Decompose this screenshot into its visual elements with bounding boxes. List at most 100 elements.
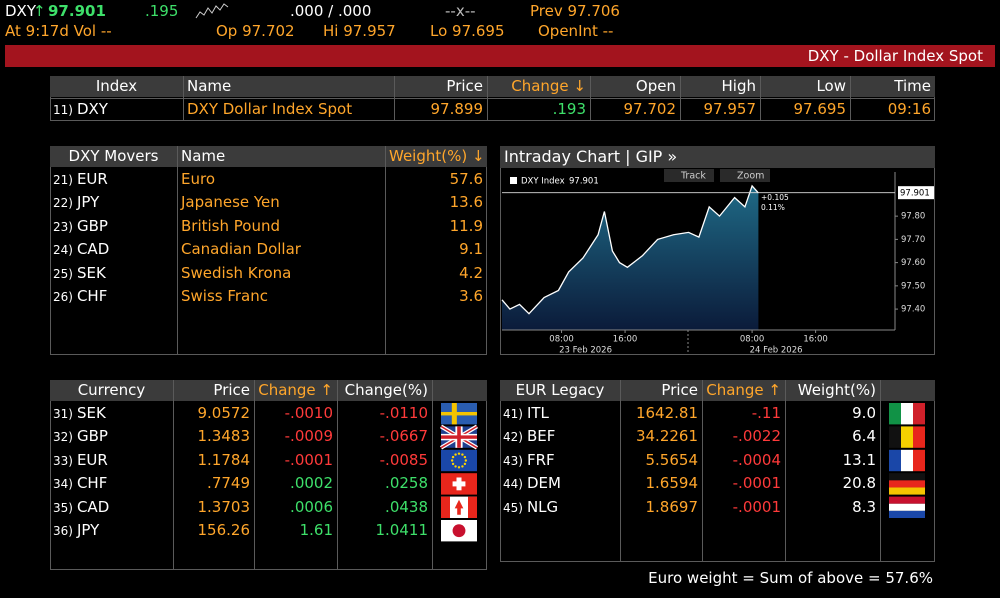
table-cell: 6.4 (852, 427, 876, 446)
column-header[interactable]: Name (187, 77, 232, 95)
table-cell: Euro (181, 170, 215, 188)
row-label[interactable]: 11) DXY (50, 98, 183, 121)
row-label[interactable]: 43) FRF (500, 449, 620, 472)
column-header[interactable]: Price (661, 381, 698, 399)
row-label[interactable]: 21) EUR (50, 168, 177, 191)
column-header[interactable]: High (721, 77, 756, 95)
column-divider (620, 380, 621, 562)
table-cell: Swiss Franc (181, 287, 269, 305)
table-cell: -.0085 (379, 450, 428, 469)
table-cell: 9.1 (459, 240, 483, 259)
sparkline-icon (195, 3, 229, 19)
column-header[interactable]: Change ↑ (706, 381, 781, 399)
row-code: CAD (76, 497, 110, 516)
table-cell: 97.695 (793, 100, 847, 118)
table-cell: -.0009 (284, 427, 333, 446)
title-banner: DXY - Dollar Index Spot (5, 45, 995, 67)
legacy-footer: Euro weight = Sum of above = 57.6% (648, 569, 933, 587)
column-header[interactable]: Index (95, 77, 138, 95)
row-number: 34) (53, 477, 73, 492)
column-divider (254, 380, 255, 570)
column-divider (880, 380, 881, 562)
row-label[interactable]: 35) CAD (50, 496, 173, 519)
row-code: DXY (76, 100, 108, 118)
column-header[interactable]: Price (446, 77, 483, 95)
row-label[interactable]: 45) NLG (500, 496, 620, 519)
table-cell: -.0001 (284, 450, 333, 469)
table-cell: 1.6594 (645, 474, 699, 493)
table-cell: British Pound (181, 216, 280, 235)
row-code: GBP (76, 216, 108, 235)
row-label[interactable]: 42) BEF (500, 425, 620, 448)
row-code: NLG (526, 497, 559, 516)
row-label[interactable]: 26) CHF (50, 285, 177, 308)
column-header[interactable]: Name (181, 147, 226, 165)
row-code: CHF (76, 287, 108, 305)
table-cell: DXY Dollar Index Spot (187, 100, 353, 118)
header-open-int: OpenInt -- (538, 22, 614, 40)
row-code: SEK (76, 404, 106, 422)
table-cell: Japanese Yen (181, 193, 280, 212)
row-label[interactable]: 24) CAD (50, 238, 177, 261)
column-header[interactable]: DXY Movers (68, 147, 159, 165)
table-cell: 4.2 (459, 263, 483, 282)
column-divider (432, 380, 433, 570)
column-divider (702, 380, 703, 562)
table-cell: .0002 (290, 474, 333, 493)
column-header[interactable]: Weight(%) (797, 381, 876, 399)
column-header[interactable]: Open (635, 77, 676, 95)
header-low: Lo 97.695 (430, 22, 505, 40)
table-cell: 8.3 (852, 497, 876, 516)
column-header[interactable]: Time (894, 77, 931, 95)
header-last: 97.901 (48, 2, 106, 20)
chart-title[interactable]: Intraday Chart | GIP » (500, 146, 935, 168)
column-header[interactable]: Price (213, 381, 250, 399)
table-cell: 1.1784 (197, 450, 251, 469)
table-cell: 11.9 (449, 216, 483, 235)
column-divider (785, 380, 786, 562)
row-label[interactable]: 25) SEK (50, 262, 177, 285)
row-number: 33) (53, 453, 73, 468)
table-cell: 1.3703 (197, 497, 251, 516)
row-label[interactable]: 22) JPY (50, 191, 177, 214)
column-header[interactable]: Weight(%) ↓ (389, 147, 485, 165)
column-header[interactable]: Change ↑ (258, 381, 333, 399)
row-number: 42) (503, 430, 523, 445)
column-header[interactable]: Currency (77, 381, 146, 399)
row-label[interactable]: 32) GBP (50, 425, 173, 448)
table-cell: .0258 (385, 474, 428, 493)
column-header[interactable]: Low (816, 77, 846, 95)
row-number: 45) (503, 500, 523, 515)
row-label[interactable]: 41) ITL (500, 402, 620, 425)
row-number: 23) (53, 219, 73, 234)
table-cell: .193 (552, 100, 586, 118)
row-number: 22) (53, 196, 73, 211)
table-cell: -.0022 (732, 427, 781, 446)
table-cell: 1642.81 (635, 404, 698, 422)
row-number: 43) (503, 453, 523, 468)
row-label[interactable]: 34) CHF (50, 472, 173, 495)
row-code: EUR (76, 170, 108, 188)
column-header[interactable]: EUR Legacy (515, 381, 605, 399)
table-cell: -.0001 (732, 474, 781, 493)
row-number: 35) (53, 500, 73, 515)
header-row-bg (50, 76, 935, 97)
column-header[interactable]: Change(%) (344, 381, 428, 399)
table-cell: 5.5654 (645, 450, 699, 469)
row-code: EUR (76, 450, 108, 469)
column-header[interactable]: Change ↓ (511, 77, 586, 95)
row-label[interactable]: 23) GBP (50, 215, 177, 238)
row-number: 24) (53, 243, 73, 258)
row-number: 25) (53, 266, 73, 281)
row-number: 41) (503, 407, 523, 421)
header-bid-ask: .000 / .000 (290, 2, 372, 20)
table-cell: 57.6 (449, 170, 483, 188)
row-label[interactable]: 36) JPY (50, 519, 173, 542)
row-code: JPY (76, 193, 100, 212)
row-code: DEM (526, 474, 561, 493)
row-label[interactable]: 44) DEM (500, 472, 620, 495)
column-divider (385, 146, 386, 355)
row-label[interactable]: 33) EUR (50, 449, 173, 472)
row-label[interactable]: 31) SEK (50, 402, 173, 425)
row-code: ITL (526, 404, 549, 422)
